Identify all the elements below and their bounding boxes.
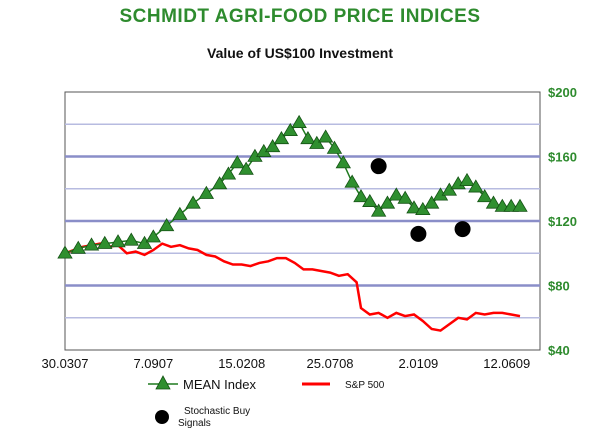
mean-index-marker bbox=[415, 201, 431, 216]
mean-index-marker bbox=[485, 195, 502, 209]
mean-index-marker bbox=[317, 129, 334, 143]
mean-index-marker bbox=[335, 155, 352, 169]
x-tick-label: 25.0708 bbox=[307, 356, 354, 371]
legend-sp500-label: S&P 500 bbox=[345, 380, 385, 391]
buy-signal-point bbox=[454, 221, 471, 238]
chart-title: SCHMIDT AGRI-FOOD PRICE INDICES bbox=[119, 6, 481, 27]
buy-signal-point bbox=[370, 158, 387, 175]
mean-index-marker bbox=[57, 245, 73, 259]
mean-index-marker bbox=[211, 176, 228, 190]
buy-signal-point bbox=[410, 225, 427, 242]
legend-buy-signal-label: Stochastic Buy Signals bbox=[178, 406, 250, 429]
mean-index-marker bbox=[123, 232, 139, 246]
mean-index-marker bbox=[468, 179, 484, 193]
mean-index-marker bbox=[220, 166, 237, 180]
mean-index-marker bbox=[344, 174, 360, 188]
legend-mean-label: MEAN Index bbox=[183, 377, 256, 392]
x-tick-label: 2.0109 bbox=[399, 356, 439, 371]
mean-index-marker bbox=[185, 195, 201, 209]
mean-index-marker bbox=[397, 190, 413, 204]
mean-index-marker bbox=[423, 195, 440, 209]
mean-index-marker bbox=[158, 218, 175, 232]
x-tick-label: 12.0609 bbox=[483, 356, 530, 371]
mean-index-marker bbox=[476, 189, 493, 203]
mean-index-marker bbox=[264, 139, 281, 153]
mean-index-marker bbox=[70, 240, 86, 254]
mean-index-marker bbox=[441, 182, 458, 196]
mean-index-marker bbox=[370, 203, 387, 217]
mean-index-marker bbox=[300, 130, 316, 145]
y-tick-label: $200 bbox=[548, 85, 577, 100]
mean-index-marker bbox=[512, 198, 528, 212]
mean-index-marker bbox=[97, 235, 113, 249]
mean-index-marker bbox=[198, 185, 215, 199]
mean-index-marker bbox=[172, 206, 188, 220]
chart-subtitle: Value of US$100 Investment bbox=[207, 45, 393, 61]
y-tick-label: $160 bbox=[548, 150, 577, 165]
x-tick-label: 7.0907 bbox=[133, 356, 173, 371]
y-tick-label: $120 bbox=[548, 214, 577, 229]
mean-index-marker bbox=[459, 172, 475, 186]
mean-index-marker bbox=[291, 114, 307, 128]
x-tick-label: 30.0307 bbox=[42, 356, 89, 371]
mean-index-marker bbox=[309, 135, 325, 149]
legend-mean-marker bbox=[155, 375, 171, 390]
sp500-line bbox=[64, 242, 521, 332]
legend-buy-signal-dot bbox=[155, 410, 169, 424]
mean-index-marker bbox=[110, 234, 126, 248]
mean-index-marker bbox=[145, 229, 162, 243]
mean-index-marker bbox=[379, 195, 396, 209]
mean-index-marker bbox=[406, 200, 422, 214]
mean-index-marker bbox=[83, 237, 100, 251]
mean-index-marker bbox=[229, 155, 245, 169]
mean-index-marker bbox=[273, 130, 290, 145]
mean-index-marker bbox=[238, 161, 254, 175]
mean-index-marker bbox=[136, 235, 153, 249]
mean-index-marker bbox=[362, 193, 378, 207]
x-tick-label: 15.0208 bbox=[218, 356, 265, 371]
y-tick-label: $40 bbox=[548, 343, 570, 358]
mean-index-marker bbox=[388, 187, 405, 201]
mean-index-marker bbox=[282, 122, 298, 137]
mean-index-marker bbox=[326, 140, 343, 154]
y-tick-label: $80 bbox=[548, 279, 570, 294]
mean-index-marker bbox=[353, 189, 369, 203]
